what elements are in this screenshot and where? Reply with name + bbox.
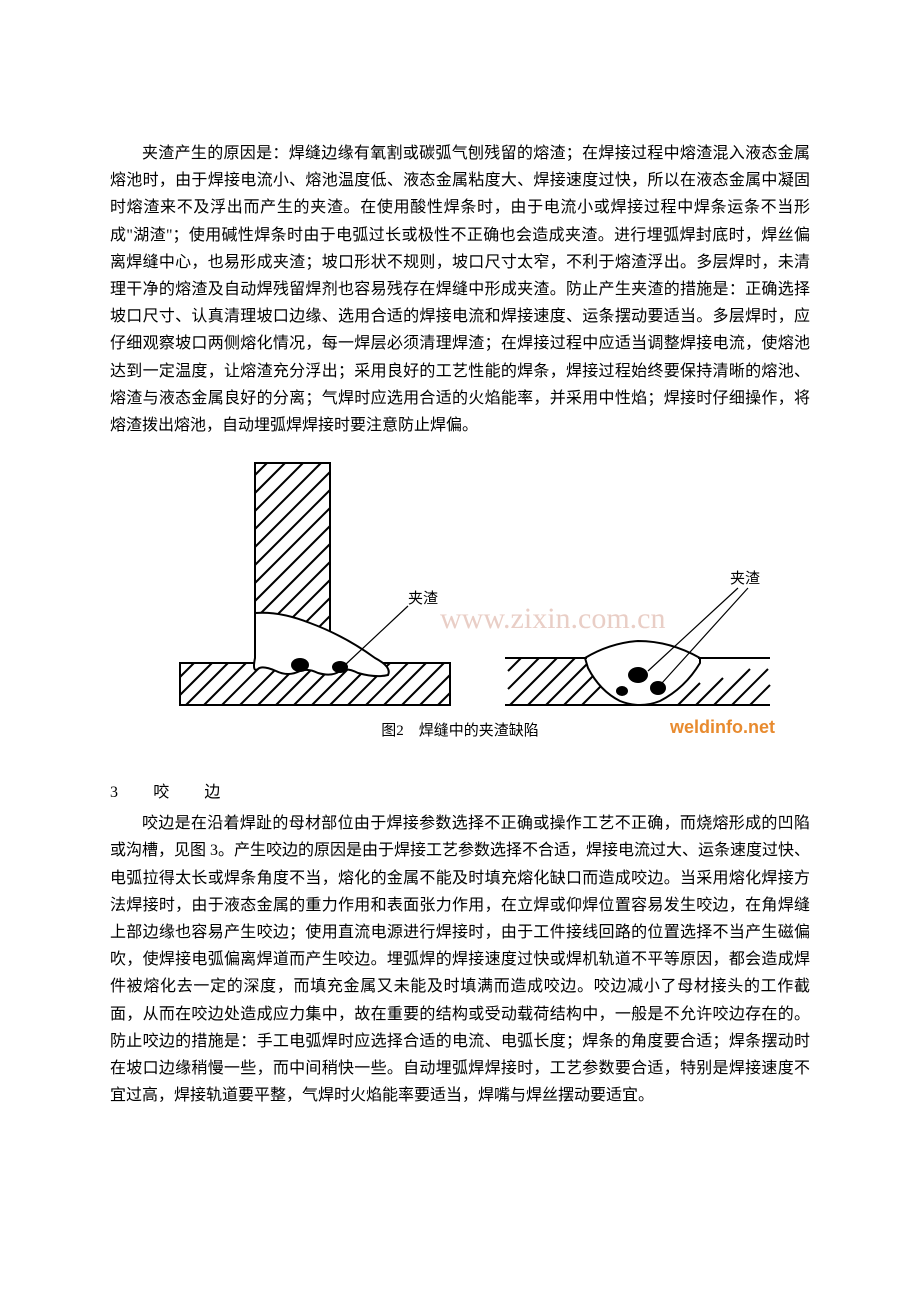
left-slag-2 xyxy=(332,661,348,673)
figure-2-container: www.zixin.com.cn xyxy=(110,453,810,753)
paragraph-slag-causes: 夹渣产生的原因是：焊缝边缘有氧割或碳弧气刨残留的熔渣；在焊接过程中熔渣混入液态金… xyxy=(110,140,810,439)
paragraph-undercut: 咬边是在沿着焊趾的母材部位由于焊接参数选择不正确或操作工艺不正确，而烧熔形成的凹… xyxy=(110,810,810,1109)
figure-2-right: 夹渣 weldinfo.net xyxy=(502,570,775,737)
left-weld-bead xyxy=(254,613,389,676)
figure-2-svg: www.zixin.com.cn xyxy=(140,453,780,753)
left-slag-1 xyxy=(291,658,309,672)
right-slag-1 xyxy=(628,667,648,683)
section-3-title: 咬 边 xyxy=(153,784,230,801)
left-slag-label: 夹渣 xyxy=(408,590,438,607)
section-3-number: 3 xyxy=(110,784,128,801)
section-3-heading: 3 咬 边 xyxy=(110,779,810,806)
right-slag-3 xyxy=(616,686,628,696)
right-slag-label: 夹渣 xyxy=(730,570,760,587)
figure-2-left: 夹渣 xyxy=(180,463,450,705)
right-slag-2 xyxy=(650,681,666,695)
brand-weldinfo: weldinfo.net xyxy=(669,717,775,737)
figure-2-caption: 图2 焊缝中的夹渣缺陷 xyxy=(381,722,539,739)
watermark-text: www.zixin.com.cn xyxy=(440,602,666,635)
